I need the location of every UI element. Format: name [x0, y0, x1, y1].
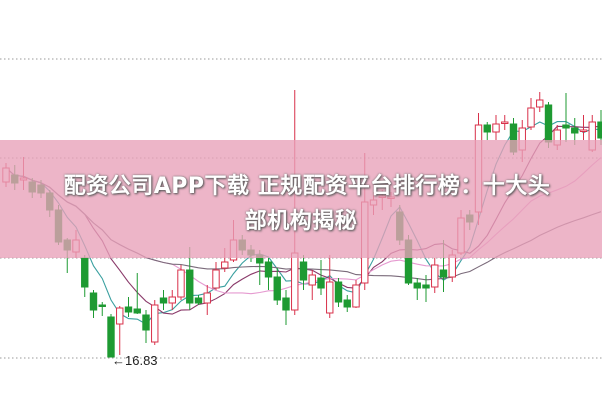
candle-body [448, 254, 456, 278]
candle-body [203, 292, 211, 304]
candle-body [544, 104, 553, 143]
candle-body [334, 281, 343, 303]
candle-body [527, 107, 535, 128]
candle-body [221, 261, 229, 269]
candle-body [81, 257, 89, 288]
candle-body [186, 269, 194, 304]
candle-body [89, 292, 98, 311]
candle-body [536, 99, 544, 108]
article-title-line1: 配资公司APP下载 正规配资平台排行榜：十大头 [63, 174, 551, 199]
candle-body [116, 307, 124, 325]
candle-body [352, 284, 360, 308]
low-price-annotation: ←16.83 [112, 353, 158, 368]
candle-body [159, 297, 168, 304]
candle-body [177, 269, 185, 298]
candle-body [431, 264, 439, 288]
candle-body [291, 252, 299, 311]
candle-body [562, 124, 570, 129]
candle-body [299, 261, 308, 281]
candle-body [439, 269, 448, 278]
candle-body [151, 304, 159, 343]
candle-body [501, 121, 509, 124]
candle-body [413, 282, 421, 289]
candle-body [597, 121, 602, 139]
arrow-left-icon: ← [112, 353, 125, 368]
article-title-line2: 部机构揭秘 [244, 209, 358, 234]
low-price-value: 16.83 [125, 353, 158, 368]
candle-body [326, 281, 334, 314]
candle-body [273, 276, 281, 301]
candle-body [571, 127, 579, 134]
title-banner [0, 140, 602, 258]
candle-body [98, 304, 106, 307]
candle-body [168, 296, 176, 304]
candle-body [107, 316, 115, 358]
candle-body [317, 277, 325, 289]
candle-body [133, 308, 141, 314]
candle-body [422, 284, 430, 289]
candle-body [308, 274, 316, 286]
candle-body [282, 297, 290, 311]
candle-body [492, 123, 500, 133]
candle-body [142, 314, 150, 331]
candle-body [264, 261, 273, 278]
candle-body [579, 129, 588, 132]
candle-body [194, 297, 203, 304]
candle-body [124, 306, 133, 313]
candle-body [483, 124, 491, 133]
candle-body [212, 269, 220, 289]
candle-body [343, 299, 351, 308]
